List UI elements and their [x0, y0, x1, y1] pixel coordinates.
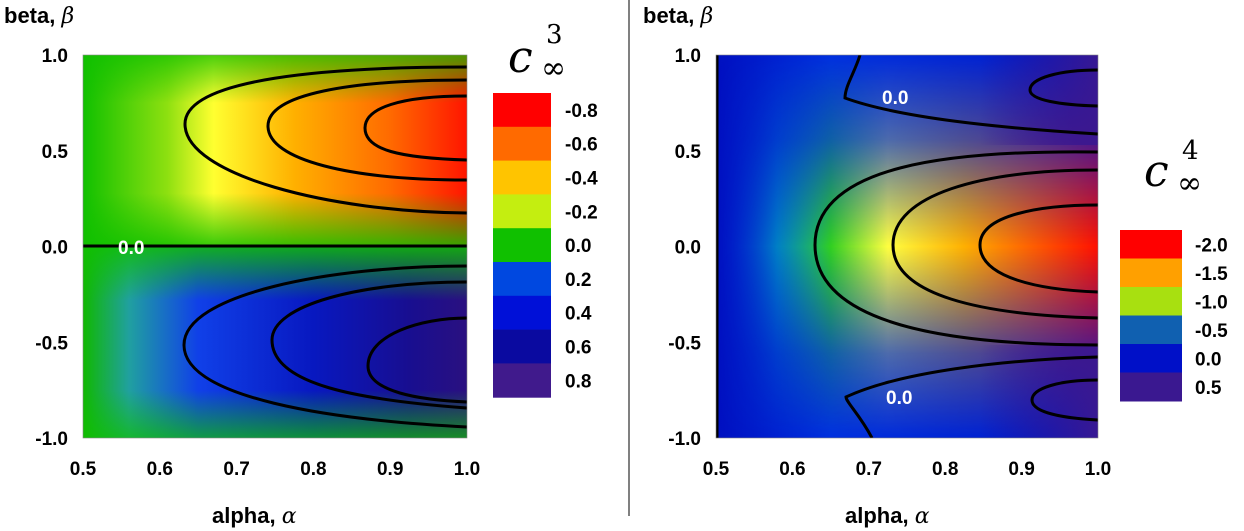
right-contour-label-top: 0.0 — [882, 88, 908, 109]
colorbar-swatch — [493, 262, 551, 297]
right-contours — [716, 55, 1098, 438]
right-contour-label-bottom: 0.0 — [886, 388, 912, 409]
colorbar-label: -1.5 — [1195, 264, 1228, 285]
colorbar-label: -1.0 — [1195, 292, 1228, 313]
colorbar-swatch — [493, 194, 551, 229]
x-tick-label: 1.0 — [1085, 459, 1111, 480]
colorbar-swatch — [1120, 344, 1182, 373]
left-y-axis-label: beta, β — [4, 3, 74, 29]
left-y-tick-labels: 1.0 0.5 0.0 -0.5 -1.0 — [35, 46, 68, 450]
colorbar-swatch — [493, 363, 551, 398]
left-x-axis-label: alpha, α — [212, 503, 297, 529]
colorbar-label: 0.4 — [565, 304, 592, 325]
left-colorbar-title: c — [508, 32, 533, 83]
right-x-axis-label: alpha, α — [845, 503, 930, 529]
left-colorbar-superscript: 3 — [546, 20, 563, 50]
x-tick-label: 0.9 — [1008, 459, 1034, 480]
colorbar-swatch — [493, 126, 551, 162]
colorbar-swatch — [493, 295, 551, 331]
colorbar-swatch — [493, 228, 551, 263]
right-colorbar-subscript: ∞ — [1177, 166, 1202, 201]
right-y-axis-label: beta, β — [643, 3, 713, 29]
right-plot-frame — [715, 54, 1099, 439]
colorbar-label: -0.8 — [565, 101, 598, 122]
left-colorbar-subscript: ∞ — [541, 51, 566, 86]
colorbar-swatch — [1120, 258, 1182, 288]
right-colorbar: -2.0 -1.5 -1.0 -0.5 0.0 0.5 — [1120, 230, 1228, 402]
colorbar-label: -0.5 — [1195, 321, 1228, 342]
x-tick-label: 0.6 — [779, 459, 805, 480]
y-tick-label: -1.0 — [35, 429, 68, 450]
colorbar-label: -0.4 — [565, 169, 598, 190]
y-tick-label: 1.0 — [42, 46, 68, 67]
colorbar-swatch — [1120, 372, 1182, 402]
colorbar-swatch — [1120, 230, 1182, 259]
colorbar-swatch — [1120, 315, 1182, 345]
left-colorbar: -0.8 -0.6 -0.4 -0.2 0.0 0.2 0.4 0.6 0.8 — [493, 93, 598, 398]
colorbar-label: -2.0 — [1195, 235, 1228, 256]
colorbar-label: 0.0 — [565, 236, 591, 257]
y-tick-label: -0.5 — [668, 333, 701, 354]
y-tick-label: -1.0 — [668, 429, 701, 450]
right-heatmap — [716, 55, 1098, 438]
left-contour-label: 0.0 — [118, 238, 144, 259]
x-tick-label: 0.7 — [856, 459, 882, 480]
x-tick-label: 0.8 — [932, 459, 958, 480]
y-tick-label: 0.5 — [42, 142, 69, 163]
left-x-tick-labels: 0.5 0.6 0.7 0.8 0.9 1.0 — [70, 459, 480, 480]
colorbar-swatch — [1120, 287, 1182, 316]
left-contours — [83, 65, 467, 429]
colorbar-swatch — [493, 329, 551, 364]
x-tick-label: 0.8 — [300, 459, 326, 480]
colorbar-swatch — [493, 93, 551, 128]
colorbar-label: 0.8 — [565, 371, 591, 392]
colorbar-label: 0.0 — [1195, 349, 1221, 370]
left-heatmap — [83, 55, 467, 438]
y-tick-label: 0.0 — [42, 238, 68, 259]
left-plot-frame — [82, 54, 468, 439]
colorbar-label: -0.6 — [565, 135, 598, 156]
colorbar-label: 0.5 — [1195, 378, 1222, 399]
y-tick-label: 0.0 — [675, 238, 701, 259]
y-tick-label: 0.5 — [675, 142, 702, 163]
x-tick-label: 0.9 — [377, 459, 403, 480]
y-tick-label: -0.5 — [35, 333, 68, 354]
right-colorbar-title: c — [1144, 146, 1169, 197]
colorbar-swatch — [493, 160, 551, 195]
right-x-tick-labels: 0.5 0.6 0.7 0.8 0.9 1.0 — [703, 459, 1111, 480]
x-tick-label: 0.5 — [703, 459, 730, 480]
x-tick-label: 1.0 — [454, 459, 480, 480]
x-tick-label: 0.6 — [147, 459, 173, 480]
colorbar-label: 0.6 — [565, 338, 591, 359]
colorbar-label: 0.2 — [565, 270, 591, 291]
colorbar-label: -0.2 — [565, 202, 598, 223]
y-tick-label: 1.0 — [675, 46, 701, 67]
x-tick-label: 0.5 — [70, 459, 97, 480]
right-colorbar-superscript: 4 — [1182, 136, 1199, 166]
x-tick-label: 0.7 — [223, 459, 249, 480]
right-y-tick-labels: 1.0 0.5 0.0 -0.5 -1.0 — [668, 46, 701, 450]
